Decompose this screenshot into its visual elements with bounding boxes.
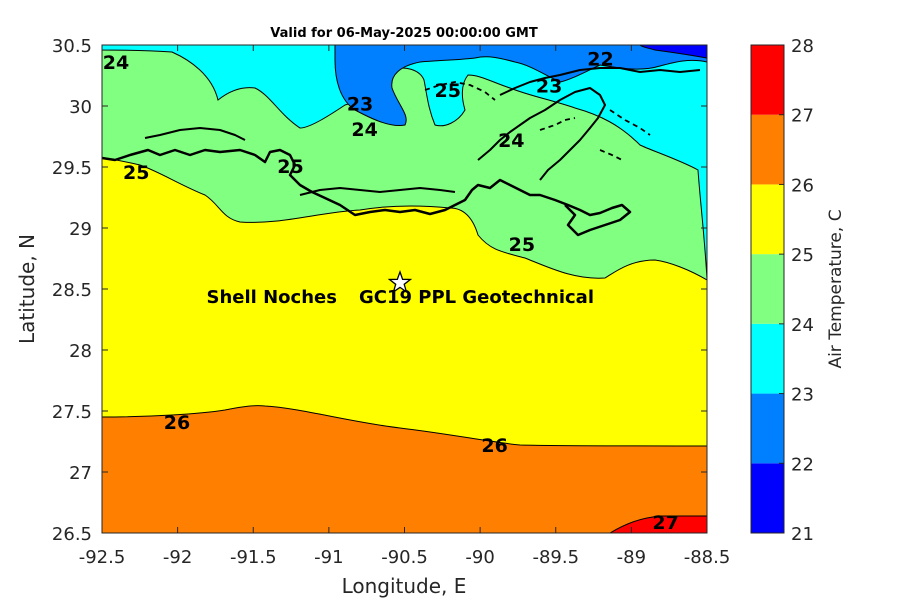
colorbar-bin (751, 45, 784, 115)
colorbar-bin (751, 114, 784, 185)
y-tick-label: 26.5 (52, 524, 92, 545)
contour-label: 23 (536, 75, 562, 97)
x-tick-label: -89.5 (532, 547, 579, 568)
colorbar-tick-label: 27 (791, 106, 814, 127)
region-21-22 (639, 45, 707, 59)
chart-title: Valid for 06-May-2025 00:00:00 GMT (270, 26, 538, 41)
colorbar-tick-label: 23 (791, 385, 814, 406)
contour-labels: 24 23 24 25 23 22 24 25 25 25 26 26 27 (103, 48, 679, 534)
coastline (102, 148, 632, 237)
contour-label: 25 (123, 162, 149, 184)
region-26-27 (102, 405, 707, 533)
y-tick-label: 30.5 (52, 36, 92, 57)
x-tick-label: -89 (617, 547, 646, 568)
contour-label: 26 (164, 412, 190, 434)
colorbar-frame (750, 44, 785, 534)
contour-label: 22 (587, 48, 613, 70)
colorbar-tick-label: 25 (791, 245, 814, 266)
y-tick-label: 30 (69, 97, 92, 118)
x-axis: -92.5 -92 -91.5 -91 -90.5 -90 -89.5 -89 -88.5 (79, 45, 731, 568)
colorbar-bin (751, 393, 784, 464)
y-tick-label: 28.5 (52, 280, 92, 301)
site-marker-icon (387, 269, 413, 294)
colorbar-bin (751, 463, 784, 533)
y-axis: 26.5 27 27.5 28 28.5 29 29.5 30 30.5 (52, 36, 707, 545)
colorbar-bin (751, 254, 784, 324)
y-tick-label: 29 (69, 219, 92, 240)
annotation-label-right: GC19 PPL Geotechnical (359, 287, 594, 308)
colorbar-bin (751, 323, 784, 394)
x-tick-label: -91.5 (230, 547, 277, 568)
x-axis-title: Longitude, E (342, 574, 467, 598)
contour-label: 27 (652, 512, 678, 534)
y-tick-label: 29.5 (52, 158, 92, 179)
contour-label: 23 (347, 94, 373, 116)
x-tick-label: -88.5 (684, 547, 731, 568)
x-tick-label: -92.5 (79, 547, 126, 568)
contour-label: 25 (277, 156, 303, 178)
annotation-label-left: Shell Noches (207, 287, 337, 308)
y-tick-label: 27.5 (52, 402, 92, 423)
contour-label: 25 (509, 234, 535, 256)
colorbar-tick-label: 26 (791, 175, 814, 196)
colorbar-title: Air Temperature, C (826, 209, 846, 368)
colorbar-tick-label: 28 (791, 36, 814, 57)
colorbar-tick-label: 21 (791, 524, 814, 545)
colorbar-tick-label: 22 (791, 454, 814, 475)
contour-label: 24 (351, 119, 377, 141)
x-tick-label: -91 (314, 547, 343, 568)
region-27-28 (609, 515, 707, 533)
contour-fill-layer (102, 45, 707, 533)
x-tick-label: -92 (163, 547, 192, 568)
x-tick-label: -90 (465, 547, 494, 568)
coastline-islands (424, 81, 651, 161)
y-axis-title: Latitude, N (15, 234, 39, 344)
contour-label: 25 (435, 80, 461, 102)
y-tick-label: 27 (69, 463, 92, 484)
contour-label: 24 (498, 130, 524, 152)
y-tick-label: 28 (69, 341, 92, 362)
site-annotation: Shell Noches GC19 PPL Geotechnical (207, 269, 594, 308)
colorbar-tick-label: 24 (791, 315, 814, 336)
colorbar: 21 22 23 24 25 26 27 28 (750, 36, 814, 545)
x-tick-label: -90.5 (381, 547, 428, 568)
coastline-layer (102, 67, 701, 237)
contour-label: 26 (481, 435, 507, 457)
colorbar-bin (751, 184, 784, 255)
coastline-bays (144, 67, 701, 196)
contour-label: 24 (103, 52, 129, 74)
